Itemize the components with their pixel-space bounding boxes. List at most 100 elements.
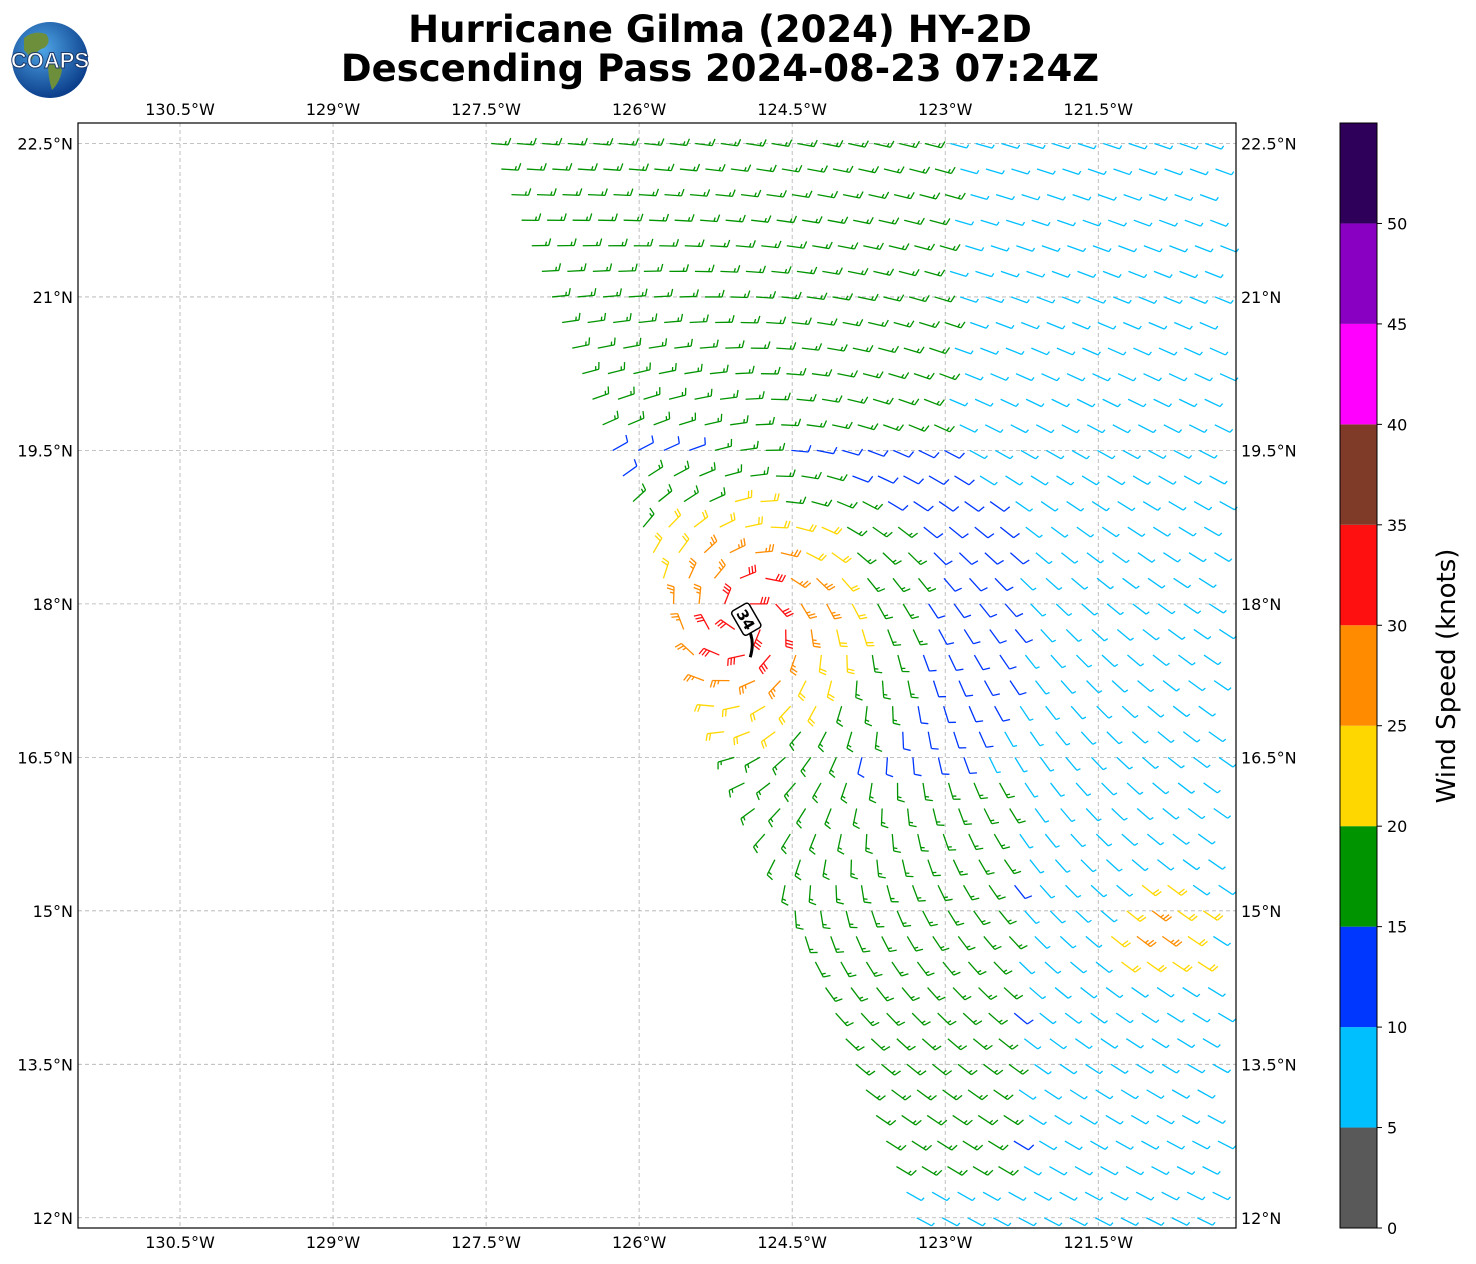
wind-barb — [1090, 1012, 1108, 1024]
wind-barb — [700, 214, 721, 223]
wind-barb — [1004, 731, 1018, 748]
wind-barb — [1171, 1217, 1191, 1226]
wind-barb — [922, 654, 937, 672]
wind-barb — [992, 1217, 1012, 1227]
wind-barb — [1080, 987, 1098, 999]
wind-barb — [1163, 424, 1183, 434]
wind-barb — [1054, 987, 1072, 999]
lat-tick-label-left: 13.5°N — [17, 1055, 73, 1074]
wind-barb — [886, 1012, 906, 1027]
wind-barb — [1148, 449, 1167, 460]
wind-barb — [923, 526, 944, 539]
wind-barb — [582, 361, 600, 375]
wind-barb — [896, 782, 905, 803]
lon-tick-label-top: 130.5°W — [145, 100, 215, 119]
wind-barb — [919, 192, 941, 200]
wind-barb — [914, 243, 936, 251]
lon-tick-label-bottom: 127.5°W — [451, 1233, 521, 1252]
wind-barb — [749, 705, 766, 722]
wind-barb — [1008, 1191, 1027, 1201]
wind-barb — [1152, 782, 1170, 795]
wind-barb — [855, 1063, 876, 1076]
wind-barb — [911, 1012, 931, 1026]
wind-barb — [870, 1038, 891, 1051]
wind-barb — [613, 188, 634, 197]
wind-barb — [800, 603, 818, 620]
wind-barb — [1090, 756, 1107, 771]
wind-barb — [953, 603, 972, 619]
wind-barb — [1218, 628, 1237, 640]
wind-barb — [995, 193, 1015, 201]
wind-barb — [845, 910, 858, 929]
wind-barb — [857, 423, 879, 431]
wind-barb — [593, 138, 614, 146]
wind-barb — [993, 1089, 1014, 1101]
wind-barb — [796, 808, 807, 829]
wind-barb — [766, 190, 787, 198]
wind-barb — [1085, 808, 1102, 822]
wind-barb — [922, 910, 938, 927]
wind-barb — [1039, 1012, 1057, 1025]
wind-barb — [1141, 884, 1162, 897]
wind-barb — [780, 549, 802, 558]
wind-barb — [709, 679, 730, 688]
wind-barb — [1095, 1089, 1114, 1100]
colorbar-tick-label: 20 — [1387, 817, 1407, 836]
wind-barb — [812, 782, 822, 804]
wind-barb — [1086, 680, 1103, 694]
wind-barb — [618, 138, 639, 146]
wind-barb — [891, 961, 909, 977]
wind-barb — [1138, 296, 1158, 304]
wind-barb — [772, 756, 786, 776]
wind-barb — [794, 859, 802, 881]
wind-barb — [921, 1038, 942, 1051]
wind-barb — [1016, 245, 1036, 252]
wind-barb — [891, 706, 901, 726]
wind-barb — [858, 165, 880, 174]
wind-barb — [1136, 935, 1157, 948]
wind-barb — [891, 1089, 912, 1101]
wind-barb — [1167, 884, 1188, 896]
lat-tick-label-right: 18°N — [1241, 595, 1281, 614]
wind-barb — [1046, 321, 1066, 330]
wind-barb — [1163, 296, 1183, 304]
wind-barb — [1015, 373, 1035, 382]
wind-barb — [1106, 603, 1124, 616]
wind-barb — [689, 314, 709, 324]
wind-barb — [1028, 1114, 1047, 1126]
wind-barb — [826, 603, 842, 620]
wind-barb — [1040, 629, 1057, 643]
wind-barb — [1199, 194, 1219, 202]
map-frame — [77, 122, 1237, 1229]
wind-barb — [881, 680, 891, 700]
wind-barb — [689, 189, 711, 197]
wind-barb — [863, 242, 884, 251]
wind-barb — [1146, 1089, 1165, 1100]
wind-barb — [1065, 756, 1081, 771]
wind-barb — [1025, 526, 1043, 538]
wind-barb — [1011, 168, 1031, 175]
wind-barb — [847, 267, 869, 276]
wind-barb — [1008, 1063, 1029, 1075]
wind-barb — [857, 757, 865, 779]
wind-barb — [1131, 987, 1149, 998]
wind-barb — [643, 387, 661, 400]
wind-barb — [832, 421, 853, 430]
wind-barb — [936, 1140, 958, 1151]
wind-barb — [1163, 552, 1182, 563]
wind-barb — [993, 833, 1011, 850]
wind-barb — [947, 1166, 968, 1176]
wind-barb — [1183, 603, 1202, 614]
wind-barb — [857, 293, 879, 302]
wind-barb — [771, 139, 793, 147]
wind-barb — [891, 834, 902, 854]
wind-barb — [1202, 1166, 1221, 1175]
lon-tick-label-top: 123°W — [918, 100, 973, 119]
wind-barb — [745, 265, 766, 274]
wind-barb — [760, 366, 781, 375]
wind-barb — [628, 288, 648, 298]
wind-barb — [735, 365, 755, 375]
wind-barb — [868, 319, 889, 328]
wind-barb — [1036, 168, 1056, 175]
wind-barb — [865, 834, 873, 855]
